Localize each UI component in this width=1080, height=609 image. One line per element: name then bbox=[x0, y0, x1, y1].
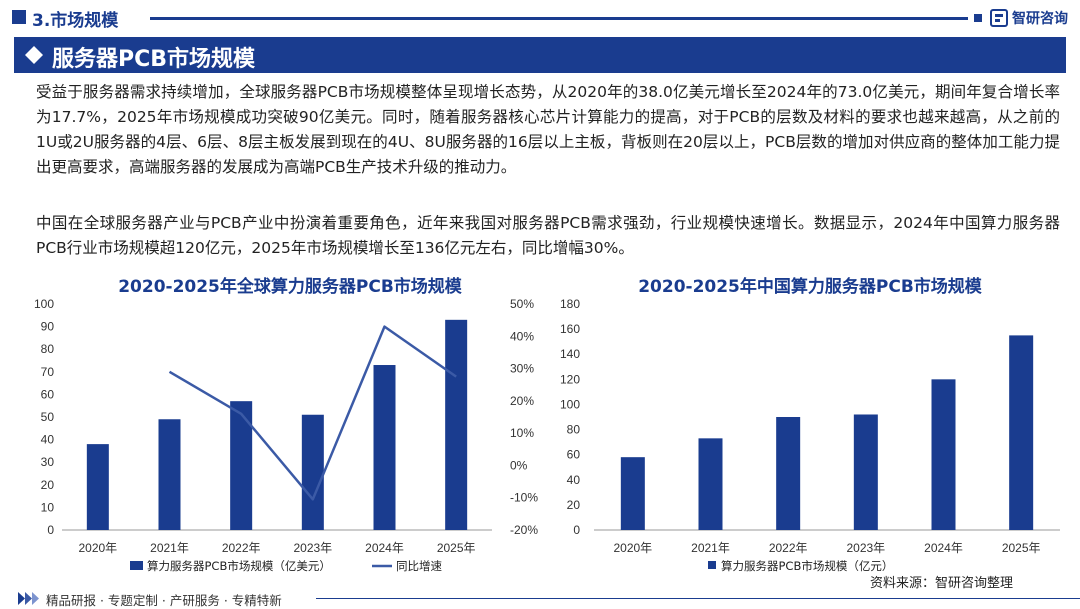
title-banner: 服务器PCB市场规模 bbox=[14, 37, 1066, 73]
top-bar: 3.市场规模 智研咨询 bbox=[0, 0, 1080, 36]
y2-tick-label: 0% bbox=[510, 458, 528, 472]
x-tick-label: 2022年 bbox=[769, 541, 808, 555]
y-tick-label: 40 bbox=[41, 433, 55, 447]
bar bbox=[853, 414, 878, 530]
y-tick-label: 30 bbox=[41, 455, 55, 469]
body-paragraph-2: 中国在全球服务器产业与PCB产业中扮演着重要角色，近年来我国对服务器PCB需求强… bbox=[36, 214, 1060, 257]
x-tick-label: 2024年 bbox=[365, 541, 404, 555]
y-tick-label: 120 bbox=[560, 372, 580, 386]
section-title: 3.市场规模 bbox=[32, 11, 119, 31]
x-tick-label: 2023年 bbox=[293, 541, 332, 555]
bar bbox=[776, 417, 801, 530]
body-paragraph-1: 受益于服务器需求持续增加，全球服务器PCB市场规模整体呈现增长态势，从2020年… bbox=[36, 83, 1060, 176]
bar bbox=[445, 319, 468, 530]
y-tick-label: 180 bbox=[560, 297, 580, 311]
legend-bar-swatch bbox=[130, 561, 143, 570]
arrow-icon bbox=[18, 592, 39, 605]
y-tick-label: 60 bbox=[567, 448, 581, 462]
y-tick-label: 10 bbox=[41, 500, 55, 514]
chart-global-title: 2020-2025年全球算力服务器PCB市场规模 bbox=[118, 277, 462, 297]
y2-tick-label: -10% bbox=[510, 491, 538, 505]
brand: 智研咨询 bbox=[990, 8, 1068, 28]
footer-divider bbox=[316, 598, 1080, 599]
bar bbox=[698, 438, 723, 530]
bar bbox=[301, 414, 324, 530]
x-tick-label: 2021年 bbox=[691, 541, 730, 555]
chart-global: 0 10 20 30 40 50 60 70 80 90 100 -20% -10% 0% 10% 20% 30… bbox=[34, 297, 538, 573]
y-tick-label: 20 bbox=[41, 478, 55, 492]
header-divider-dot bbox=[974, 14, 982, 22]
brand-name: 智研咨询 bbox=[1012, 11, 1068, 27]
bar bbox=[373, 365, 396, 530]
y2-tick-label: 30% bbox=[510, 362, 534, 376]
y-tick-label: 60 bbox=[41, 387, 55, 401]
y-tick-label: 40 bbox=[567, 473, 581, 487]
bar bbox=[931, 379, 956, 530]
x-tick-label: 2024年 bbox=[924, 541, 963, 555]
bar bbox=[158, 419, 181, 530]
bar bbox=[1009, 335, 1034, 530]
legend-bar-label: 算力服务器PCB市场规模（亿美元） bbox=[147, 559, 331, 573]
diamond-icon bbox=[25, 46, 43, 64]
y2-tick-label: 10% bbox=[510, 426, 534, 440]
y-tick-label: 80 bbox=[567, 423, 581, 437]
legend-line-label: 同比增速 bbox=[396, 559, 442, 573]
y2-tick-label: 50% bbox=[510, 297, 534, 311]
x-tick-label: 2025年 bbox=[437, 541, 476, 555]
y-tick-label: 90 bbox=[41, 320, 55, 334]
legend-bar-swatch bbox=[708, 561, 716, 569]
header-divider bbox=[150, 17, 968, 20]
y-tick-label: 0 bbox=[573, 523, 580, 537]
x-tick-label: 2022年 bbox=[222, 541, 261, 555]
y2-tick-label: 40% bbox=[510, 329, 534, 343]
x-tick-label: 2021年 bbox=[150, 541, 189, 555]
x-tick-label: 2025年 bbox=[1002, 541, 1041, 555]
y-tick-label: 20 bbox=[567, 498, 581, 512]
growth-line bbox=[168, 325, 457, 501]
bar bbox=[230, 401, 253, 530]
y-tick-label: 0 bbox=[47, 523, 54, 537]
footer: 精品研报 · 专题定制 · 产研服务 · 专精特新 bbox=[0, 588, 1080, 608]
bar bbox=[86, 444, 109, 530]
y-tick-label: 50 bbox=[41, 410, 55, 424]
y-tick-label: 100 bbox=[34, 297, 54, 311]
page-title: 服务器PCB市场规模 bbox=[52, 47, 256, 72]
section-marker-icon bbox=[12, 10, 26, 24]
x-tick-label: 2020年 bbox=[613, 541, 652, 555]
brand-logo-icon bbox=[990, 9, 1008, 27]
chart-china: 0 20 40 60 80 100 120 140 160 180 2020年 2021年 2022年 2… bbox=[560, 297, 1060, 573]
y-tick-label: 70 bbox=[41, 365, 55, 379]
legend-bar-label: 算力服务器PCB市场规模（亿元） bbox=[721, 559, 893, 573]
y-tick-label: 140 bbox=[560, 347, 580, 361]
y-tick-label: 160 bbox=[560, 322, 580, 336]
y2-tick-label: -20% bbox=[510, 523, 538, 537]
y-tick-label: 80 bbox=[41, 342, 55, 356]
footer-text: 精品研报 · 专题定制 · 产研服务 · 专精特新 bbox=[46, 593, 282, 608]
bar bbox=[620, 457, 645, 530]
x-tick-label: 2020年 bbox=[78, 541, 117, 555]
y-tick-label: 100 bbox=[560, 397, 580, 411]
chart-china-title: 2020-2025年中国算力服务器PCB市场规模 bbox=[638, 277, 982, 297]
y2-tick-label: 20% bbox=[510, 394, 534, 408]
source-note: 资料来源：智研咨询整理 bbox=[870, 576, 1014, 591]
x-tick-label: 2023年 bbox=[846, 541, 885, 555]
